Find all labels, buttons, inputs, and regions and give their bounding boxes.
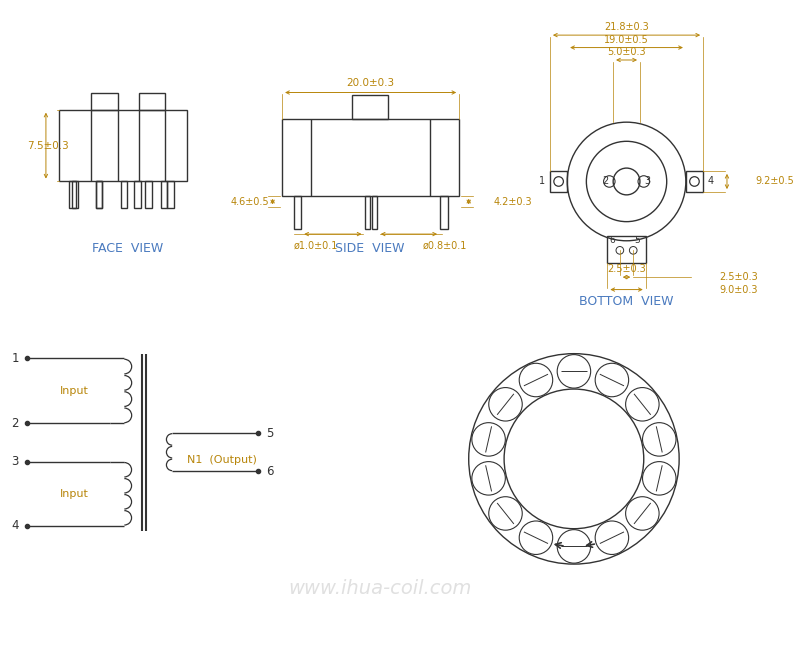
- Bar: [134, 181, 140, 208]
- Bar: [550, 171, 567, 192]
- Text: 5: 5: [634, 237, 640, 246]
- Bar: [145, 181, 152, 208]
- Text: 3: 3: [645, 176, 650, 187]
- Text: Input: Input: [60, 386, 89, 396]
- Bar: [96, 181, 102, 208]
- Text: ø1.0±0.1: ø1.0±0.1: [293, 240, 338, 251]
- Bar: [282, 119, 459, 196]
- Bar: [121, 181, 127, 208]
- Bar: [372, 196, 377, 229]
- Text: 2.5±0.3: 2.5±0.3: [607, 264, 646, 275]
- Bar: [607, 236, 646, 263]
- Bar: [91, 93, 117, 110]
- Text: 4.6±0.5: 4.6±0.5: [230, 196, 269, 207]
- Bar: [440, 196, 448, 229]
- Text: 3: 3: [12, 456, 19, 469]
- Text: 2: 2: [12, 417, 19, 430]
- Text: 19.0±0.5: 19.0±0.5: [604, 35, 649, 45]
- Text: 5.0±0.3: 5.0±0.3: [607, 47, 646, 57]
- Bar: [69, 181, 75, 208]
- Text: 4: 4: [12, 519, 19, 532]
- Text: 2.5±0.3: 2.5±0.3: [719, 272, 758, 282]
- Text: 21.8±0.3: 21.8±0.3: [604, 23, 649, 32]
- Text: SIDE  VIEW: SIDE VIEW: [335, 242, 405, 255]
- Text: 6: 6: [609, 237, 615, 246]
- Bar: [167, 181, 174, 208]
- Text: 7.5±0.3: 7.5±0.3: [27, 141, 68, 150]
- Text: 6: 6: [266, 465, 274, 478]
- Bar: [366, 196, 370, 229]
- Bar: [352, 95, 389, 119]
- Text: 1: 1: [12, 352, 19, 365]
- Bar: [161, 181, 167, 208]
- Text: 2: 2: [603, 176, 608, 187]
- Bar: [96, 181, 102, 208]
- Text: 9.2±0.5: 9.2±0.5: [756, 176, 793, 187]
- Text: N1  (Output): N1 (Output): [186, 455, 256, 465]
- Text: BOTTOM  VIEW: BOTTOM VIEW: [580, 295, 674, 308]
- Bar: [71, 181, 79, 208]
- Bar: [293, 196, 301, 229]
- Bar: [59, 110, 186, 181]
- Bar: [139, 93, 166, 110]
- Text: 1: 1: [539, 176, 546, 187]
- Text: 5: 5: [266, 426, 274, 439]
- Text: 4.2±0.3: 4.2±0.3: [493, 196, 532, 207]
- Text: 4: 4: [707, 176, 714, 187]
- Text: ø0.8±0.1: ø0.8±0.1: [423, 240, 467, 251]
- Text: www.ihua-coil.com: www.ihua-coil.com: [288, 579, 471, 597]
- Text: FACE  VIEW: FACE VIEW: [92, 242, 163, 255]
- Text: 9.0±0.3: 9.0±0.3: [719, 284, 758, 295]
- Bar: [686, 171, 703, 192]
- Text: 20.0±0.3: 20.0±0.3: [347, 78, 395, 88]
- Text: Input: Input: [60, 489, 89, 499]
